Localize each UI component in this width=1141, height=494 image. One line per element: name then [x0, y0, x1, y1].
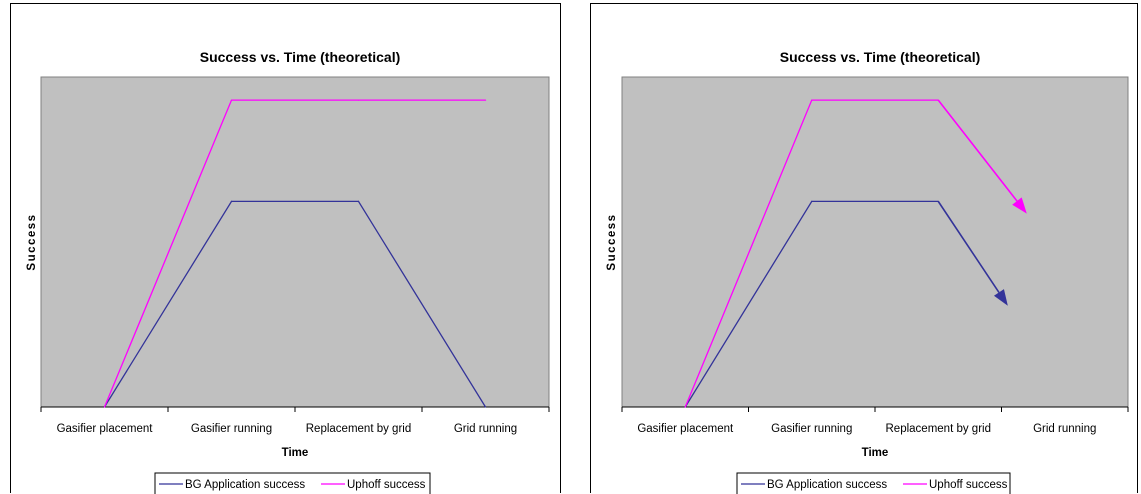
- data-point: [811, 99, 813, 101]
- x-tick-label: Grid running: [454, 423, 517, 435]
- data-point: [230, 200, 233, 202]
- x-axis-label: Time: [282, 447, 309, 459]
- data-point: [811, 200, 813, 202]
- x-axis-label: Time: [862, 447, 889, 459]
- x-tick-label: Grid running: [1033, 423, 1096, 435]
- data-point: [357, 200, 360, 202]
- legend-label: BG Application success: [767, 479, 887, 491]
- chart-panel-right: Success vs. Time (theoretical) Gasifier p…: [590, 3, 1138, 494]
- chart-panel-left: Success vs. Time (theoretical) Gasifier p…: [10, 3, 561, 494]
- data-point: [484, 99, 487, 101]
- x-tick-label: Gasifier placement: [637, 423, 734, 435]
- annotation-arrow-line: [937, 99, 1018, 202]
- series-line-0: [103, 200, 487, 408]
- data-point: [484, 406, 487, 408]
- legend-box: [154, 472, 431, 494]
- legend-box: [736, 472, 1011, 494]
- data-point: [230, 99, 233, 101]
- plot-area: [621, 76, 1129, 408]
- chart-title: Success vs. Time (theoretical): [780, 49, 981, 65]
- plot-area: [40, 76, 550, 408]
- x-tick-label: Gasifier placement: [57, 423, 154, 435]
- y-axis-label: Success: [26, 213, 38, 270]
- annotation-arrow-head: [993, 289, 1008, 306]
- chart-left: Success vs. Time (theoretical) Gasifier p…: [26, 49, 550, 494]
- y-axis-label: Success: [606, 213, 618, 270]
- legend-label: Uphoff success: [347, 479, 426, 491]
- chart-title: Success vs. Time (theoretical): [200, 49, 401, 65]
- annotation-arrow-head: [1012, 197, 1027, 214]
- x-tick-label: Replacement by grid: [306, 423, 411, 435]
- legend-label: Uphoff success: [929, 479, 1008, 491]
- x-tick-label: Gasifier running: [771, 423, 852, 435]
- data-point: [684, 406, 686, 408]
- chart-right: Success vs. Time (theoretical) Gasifier p…: [606, 49, 1129, 494]
- series-line-1: [103, 99, 486, 408]
- x-tick-label: Replacement by grid: [886, 423, 991, 435]
- annotation-arrow-line: [937, 200, 1000, 293]
- data-point: [103, 406, 106, 408]
- x-tick-label: Gasifier running: [191, 423, 272, 435]
- legend-label: BG Application success: [185, 479, 305, 491]
- data-point: [357, 99, 360, 101]
